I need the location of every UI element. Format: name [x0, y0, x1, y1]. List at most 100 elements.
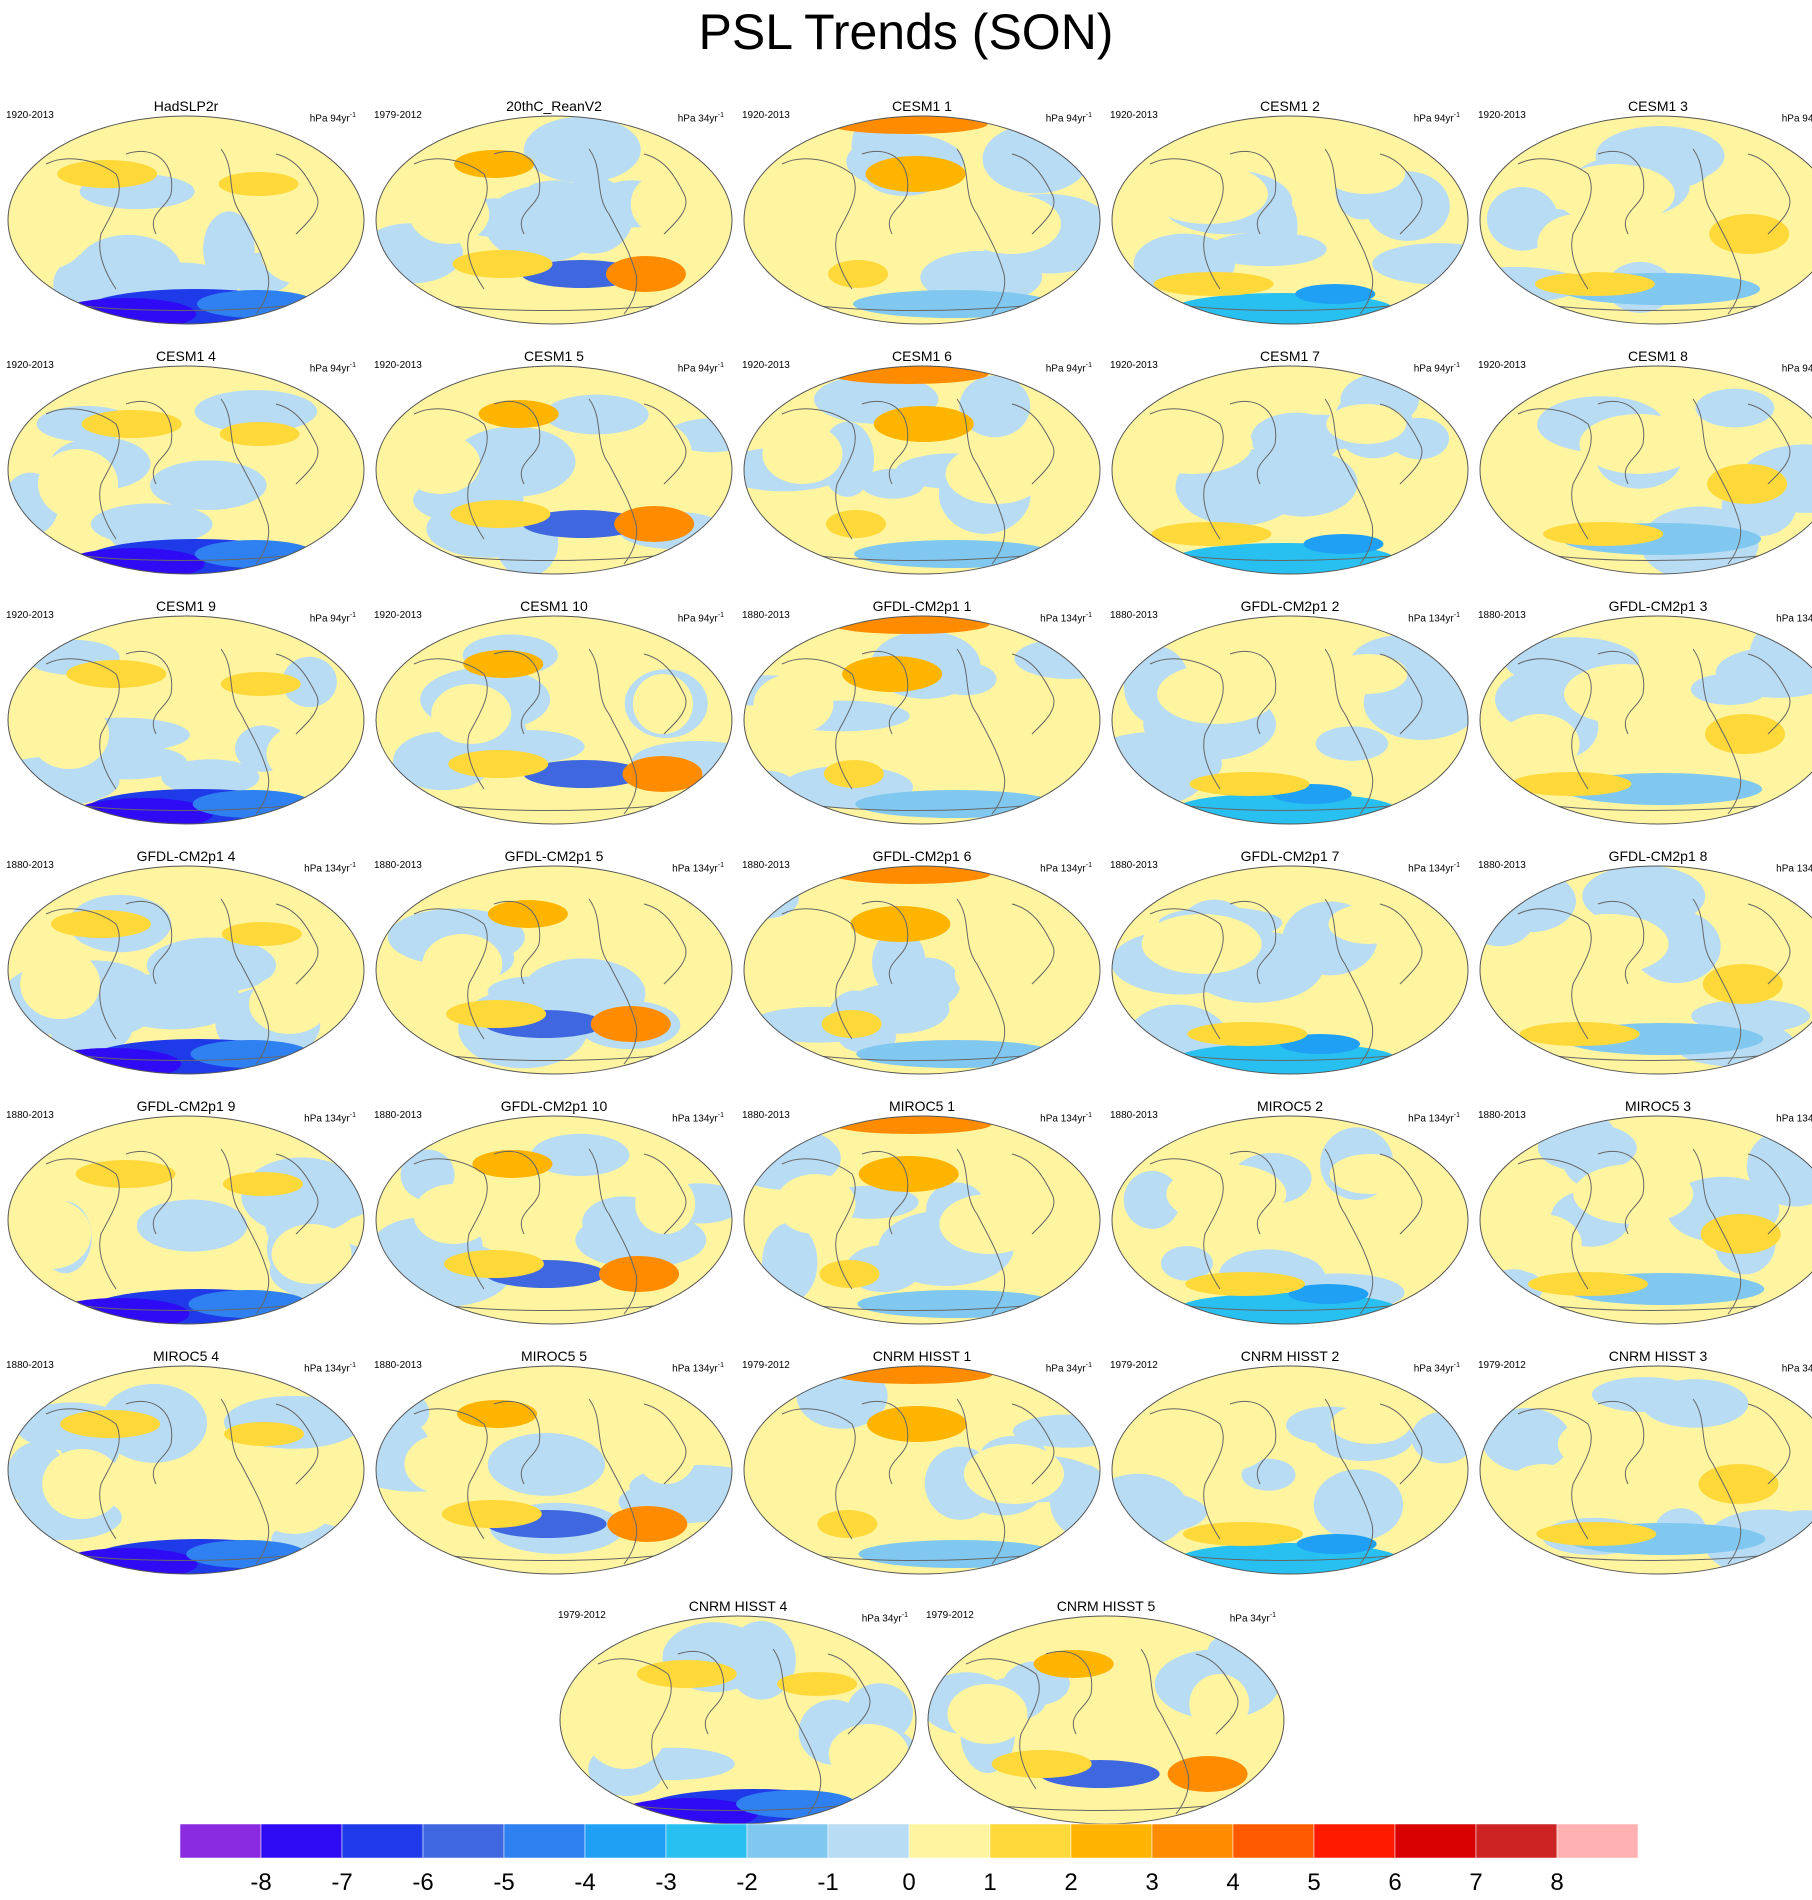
field-blob: [777, 1672, 858, 1696]
field-blob: [960, 194, 1061, 254]
coastline: [1229, 650, 1277, 735]
panel-units: hPa 134yr-1: [672, 860, 724, 875]
colorbar-swatch: [179, 1823, 262, 1859]
coastline: [1692, 1398, 1742, 1565]
panel-units: hPa 94yr-1: [1782, 110, 1812, 125]
field-blob: [487, 900, 568, 928]
coastline: [1324, 1398, 1374, 1565]
panel-units-exponent: -1: [1453, 112, 1460, 119]
field-patch: [1112, 1489, 1207, 1536]
coastline: [125, 1150, 173, 1235]
map-border: [1479, 365, 1812, 575]
panel-units-exponent: -1: [717, 1362, 724, 1369]
field-blob: [222, 1172, 303, 1196]
coastline: [1517, 908, 1592, 1040]
trend-map: [1111, 115, 1469, 325]
trend-map: [7, 365, 365, 575]
panel-units: hPa 134yr-1: [304, 1110, 356, 1125]
coastline: [643, 1153, 687, 1235]
coastline: [956, 1148, 1006, 1315]
panel-title: CESM1 8: [1628, 348, 1688, 364]
map-panel: 20thC_ReanV2 1979-2012 hPa 34yr-1: [374, 98, 734, 326]
panel-units-text: hPa 134yr: [1040, 613, 1086, 625]
trend-map: [743, 1115, 1101, 1325]
panel-years: 1880-2013: [1110, 1110, 1158, 1121]
panel-title: CNRM HISST 2: [1240, 1348, 1340, 1364]
map-border: [1479, 1365, 1812, 1575]
field-blob: [1700, 1214, 1781, 1254]
panel-units: hPa 34yr-1: [1414, 1360, 1460, 1375]
trend-map: [743, 865, 1101, 1075]
coastline: [1149, 408, 1224, 540]
coastline: [1229, 150, 1277, 235]
field-blob: [271, 1224, 352, 1284]
coastline: [1379, 903, 1423, 985]
panel-units: hPa 94yr-1: [678, 610, 724, 625]
coastline: [493, 150, 541, 235]
panel-units-exponent: -1: [901, 1612, 908, 1619]
panel-units-text: hPa 34yr: [1229, 1613, 1270, 1625]
coastline: [1149, 1408, 1224, 1540]
panel-units-exponent: -1: [1085, 112, 1092, 119]
panel-title: CESM1 5: [524, 348, 584, 364]
field-blob: [254, 1474, 335, 1534]
field-patch: [104, 972, 242, 1030]
panel-title: GFDL-CM2p1 6: [872, 848, 972, 864]
coastline: [275, 903, 319, 985]
trend-map: [927, 1615, 1285, 1825]
panel-units-text: hPa 94yr: [1781, 113, 1812, 125]
coastline: [1597, 1400, 1645, 1485]
field-blob: [858, 1540, 1059, 1568]
panel-title: GFDL-CM2p1 1: [872, 598, 972, 614]
panel-title: GFDL-CM2p1 10: [500, 1098, 608, 1114]
panel-units-text: hPa 94yr: [1045, 363, 1086, 375]
panel-years: 1979-2012: [926, 1610, 974, 1621]
field-blob: [60, 1410, 161, 1438]
map-panel: CESM1 3 1920-2013 hPa 94yr-1: [1478, 98, 1812, 326]
panel-units: hPa 94yr-1: [310, 610, 356, 625]
coastline: [413, 658, 488, 790]
map-panel: CNRM HISST 5 1979-2012 hPa 34yr-1: [926, 1598, 1286, 1826]
map-border: [375, 865, 733, 1075]
map-panels-grid: HadSLP2r 1920-2013 hPa 94yr-1 20thC_ReanV2 1…: [6, 98, 1812, 1825]
field-patch: [531, 1133, 630, 1177]
coastline: [597, 1658, 672, 1790]
colorbar-label: -6: [412, 1869, 433, 1896]
coastline: [220, 398, 270, 565]
field-blob: [954, 944, 1055, 1004]
trend-map: [7, 1365, 365, 1575]
field-blob: [523, 760, 644, 788]
field-blob: [8, 199, 87, 269]
panel-units-exponent: -1: [349, 862, 356, 869]
panel-units-exponent: -1: [1453, 612, 1460, 619]
panel-title: CESM1 1: [892, 98, 952, 114]
field-patch: [1123, 1170, 1181, 1229]
coastline: [588, 1148, 638, 1315]
panel-units-exponent: -1: [1085, 612, 1092, 619]
panel-years: 1920-2013: [1110, 360, 1158, 371]
field-blob: [1564, 664, 1685, 724]
panel-years: 1880-2013: [742, 1110, 790, 1121]
coastline: [1324, 648, 1374, 815]
coastline: [275, 1153, 319, 1235]
panel-years: 1920-2013: [374, 610, 422, 621]
field-blob: [635, 1174, 696, 1234]
panel-units: hPa 134yr-1: [304, 860, 356, 875]
field-blob: [771, 174, 852, 234]
trend-map: [1111, 1115, 1469, 1325]
coastline: [1149, 158, 1224, 290]
field-blob: [261, 224, 342, 284]
coastline: [1597, 650, 1645, 735]
panel-units-text: hPa 94yr: [677, 363, 718, 375]
trend-map: [559, 1615, 917, 1825]
field-blob: [634, 924, 695, 984]
coastline: [493, 1400, 541, 1485]
coastline: [588, 148, 638, 315]
coastline: [1747, 1153, 1791, 1235]
panel-years: 1880-2013: [374, 1360, 422, 1371]
panel-units: hPa 34yr-1: [678, 110, 724, 125]
coastline: [45, 1408, 120, 1540]
map-border: [743, 365, 1101, 575]
coastline: [1011, 153, 1055, 235]
coastline: [1229, 1150, 1277, 1235]
